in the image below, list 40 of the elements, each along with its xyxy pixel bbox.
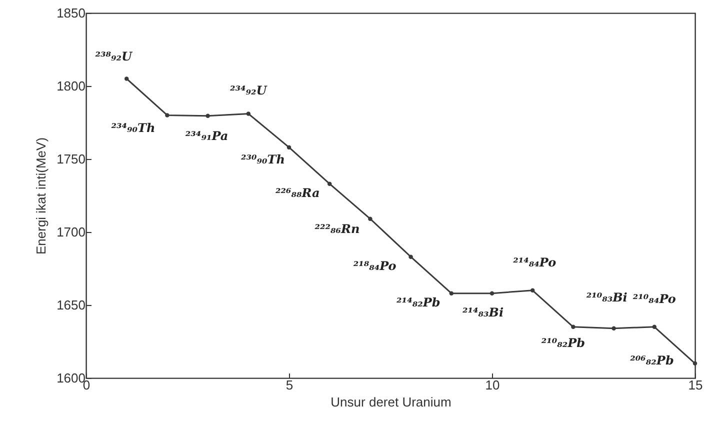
annotation: ²³⁴₉₁Pa	[185, 128, 228, 143]
annotation: ²¹⁴₈₂Pb	[396, 295, 440, 310]
annotation: ²¹⁴₈₄Po	[513, 255, 556, 270]
annotation: ²³⁴₉₀Th	[111, 121, 156, 136]
point	[206, 114, 210, 118]
x-axis-title: Unsur deret Uranium	[330, 394, 452, 410]
annotation: ²¹⁰₈₃Bi	[586, 290, 628, 304]
point	[124, 76, 129, 81]
point	[165, 113, 170, 118]
point	[530, 288, 535, 293]
y-tick-label: 1800	[56, 78, 86, 94]
point	[449, 291, 454, 296]
x-tick-label: 15	[688, 378, 703, 392]
annotation: ²³⁰₉₀Th	[241, 152, 285, 166]
annotation: ²¹⁴₈₃Bi	[462, 305, 504, 320]
y-tick-label: 1750	[56, 152, 86, 166]
annotation: ²³⁸₉₂U	[95, 50, 134, 64]
point	[368, 216, 372, 221]
point	[571, 324, 576, 330]
annotation: ²¹⁰₈₂Pb	[541, 336, 586, 350]
point	[612, 326, 616, 330]
annotation: ²²²₈₆Rn	[314, 222, 360, 236]
y-axis-title: Energi ikat inti(MeV)	[34, 137, 49, 255]
point	[692, 361, 698, 366]
annotation: ²¹⁰₈₄Po	[632, 292, 676, 306]
annotation: ²¹⁸₈₄Po	[353, 258, 396, 273]
x-tick-label: 10	[485, 378, 500, 392]
point	[652, 324, 657, 330]
point	[408, 254, 413, 259]
x-tick-label: 5	[286, 378, 294, 392]
annotation: ²²⁶₈₈Ra	[275, 186, 320, 200]
point	[286, 145, 292, 150]
y-tick-label: 1650	[56, 298, 86, 312]
y-tick-label: 1850	[56, 6, 86, 20]
point	[327, 182, 332, 186]
annotation: ²⁰⁶₈₂Pb	[630, 353, 674, 368]
y-tick-label: 1700	[56, 224, 86, 240]
point	[246, 112, 251, 116]
annotation: ²³⁴₉₂U	[230, 84, 268, 98]
point	[490, 291, 494, 296]
